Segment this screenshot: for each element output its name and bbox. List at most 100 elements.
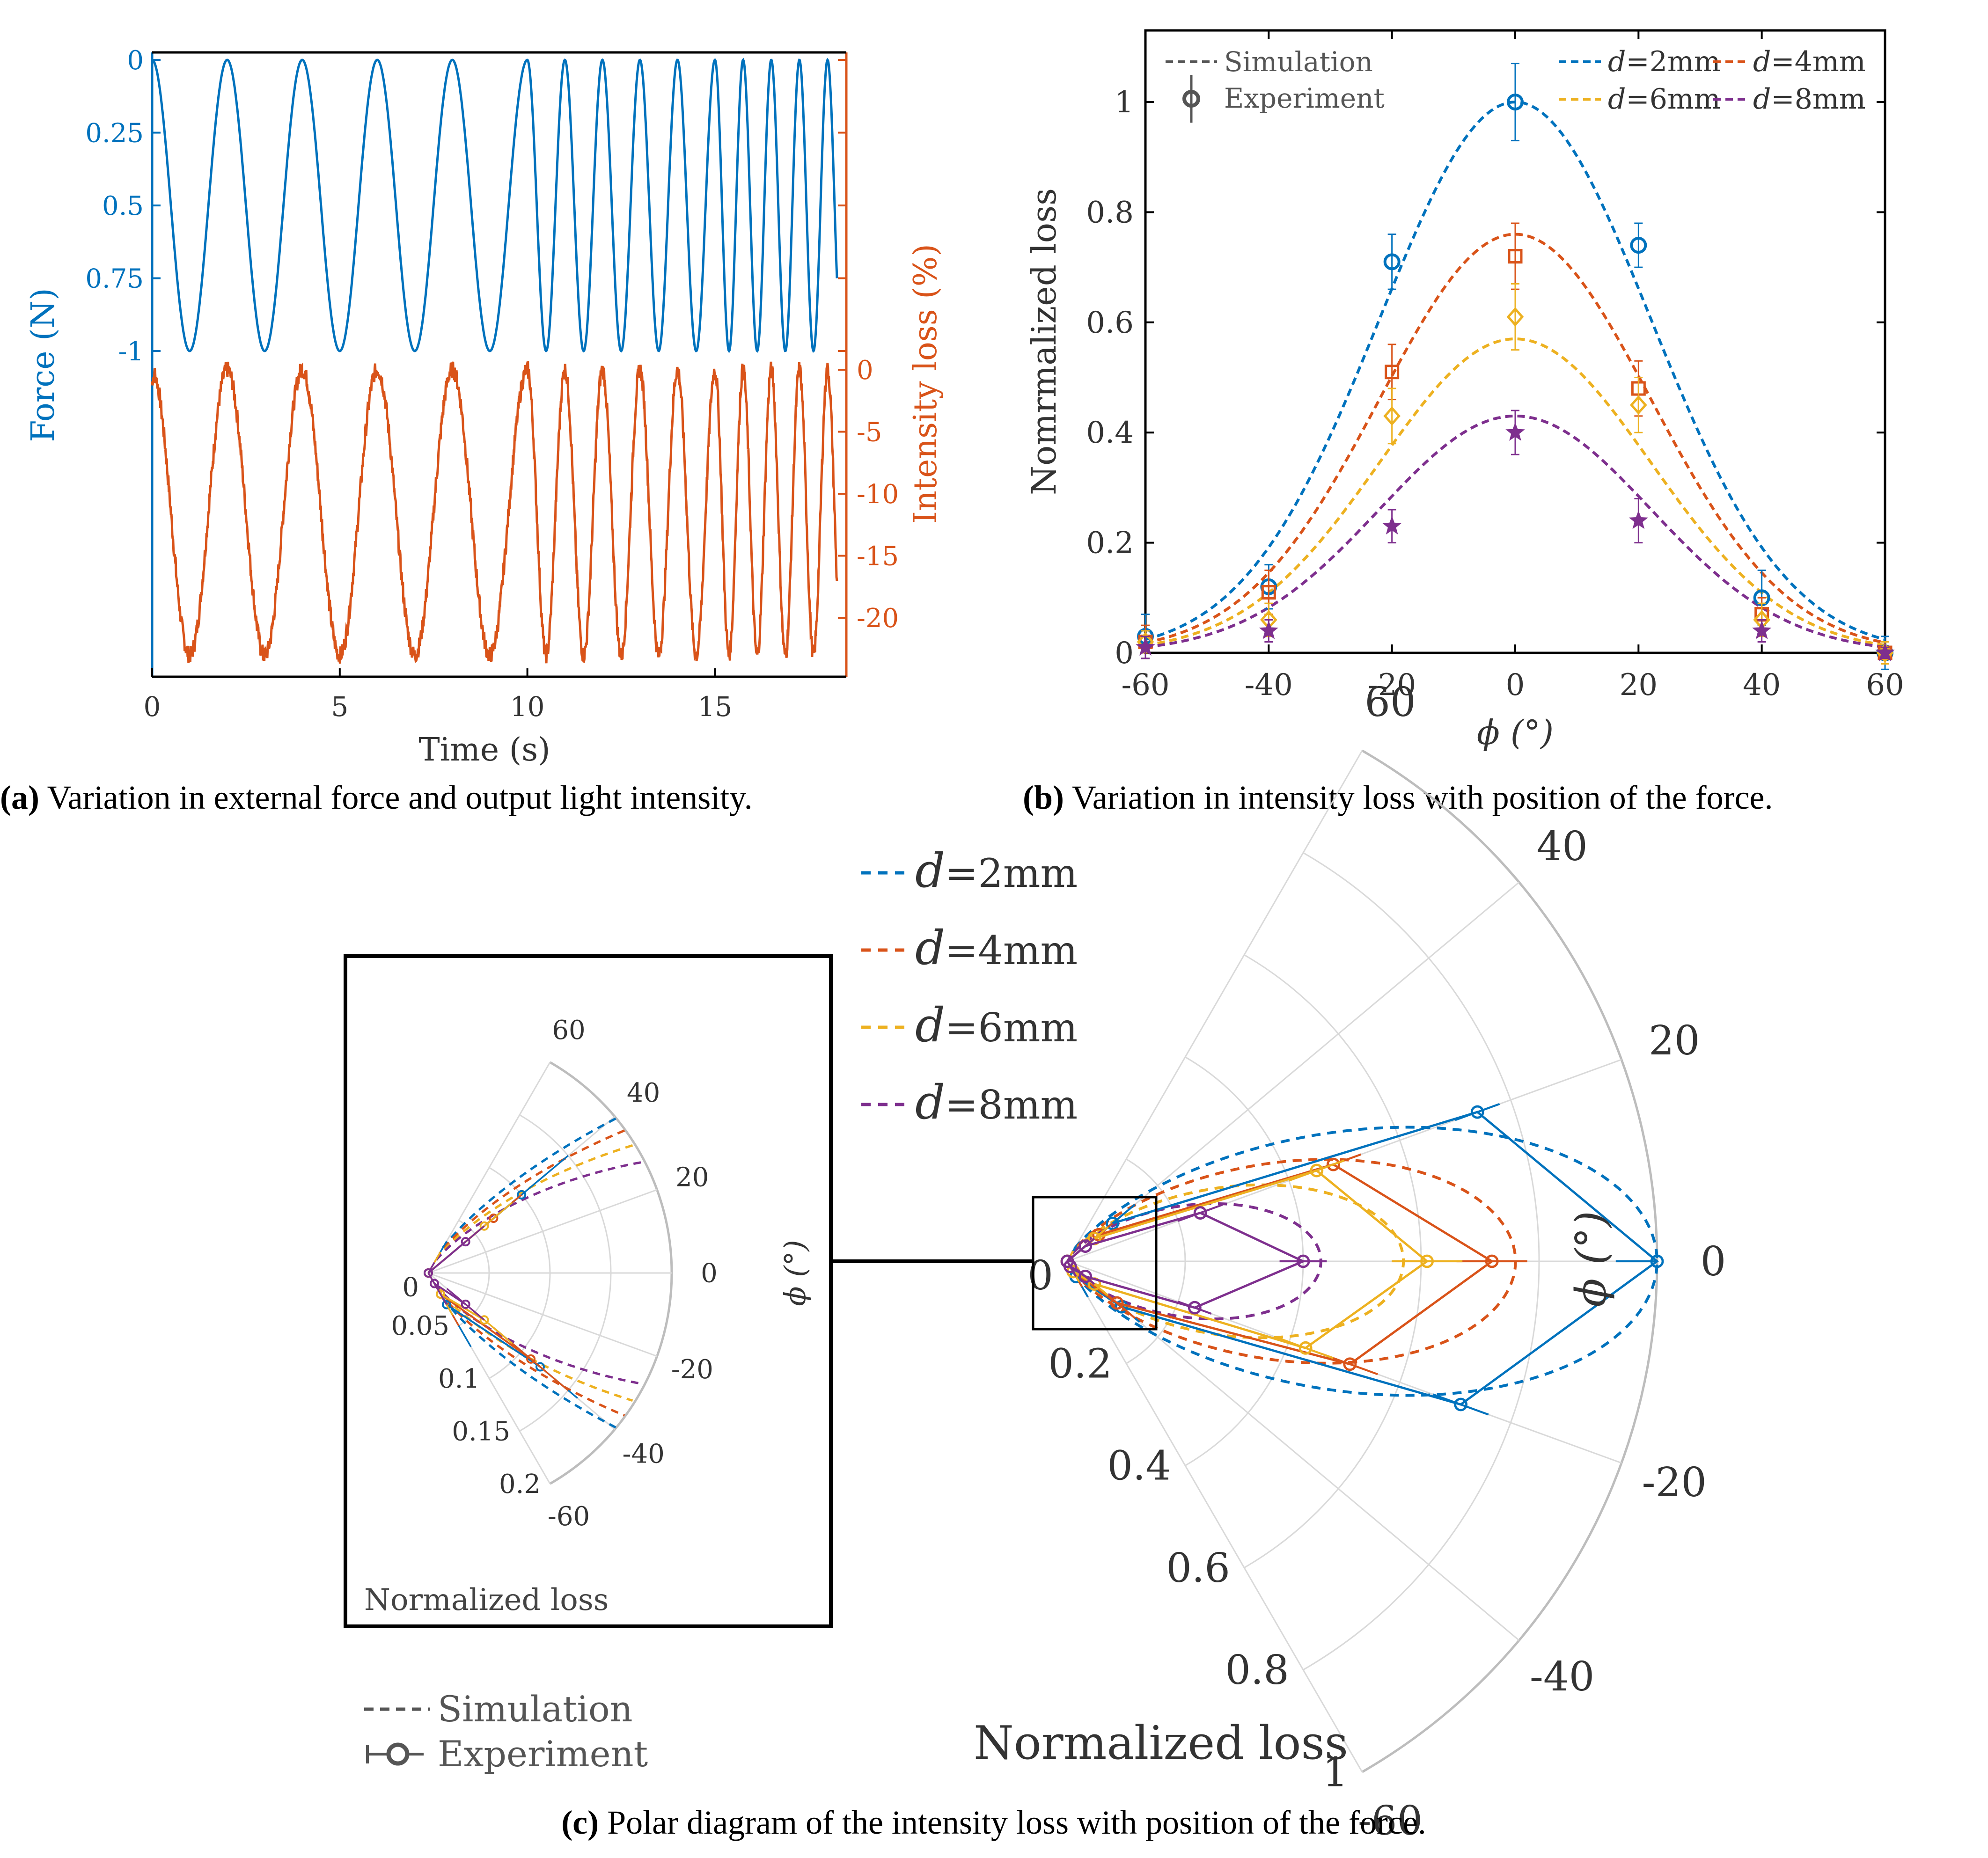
loss-tick-label: 0.8	[1086, 195, 1134, 230]
polar-theta-gridline	[1066, 1261, 1363, 1772]
panel-a-right-ticks: 0 -5 -10 -15 -20	[838, 59, 899, 634]
polar-error-bar	[446, 1225, 485, 1258]
polar-error-bar	[1455, 1103, 1500, 1121]
polar-theta-tick-label: 20	[675, 1162, 709, 1192]
inset-frame	[344, 954, 833, 1628]
experiment-point	[1259, 621, 1279, 639]
polar-theta-gridline	[1067, 1260, 1520, 1641]
panel-a-right-axis-label: Intensity loss (%)	[907, 244, 944, 524]
experiment-point	[1382, 516, 1402, 535]
polar-r-tick-label: 0.4	[1107, 1443, 1171, 1490]
polar-experiment-point	[424, 1268, 433, 1278]
polar-error-bar	[1178, 1204, 1223, 1222]
caption-b: (b) Variation in intensity loss with pos…	[1023, 779, 1773, 816]
polar-theta-tick-label: -40	[1530, 1653, 1595, 1700]
panel-a-x-ticks: 0 5 10 15	[144, 668, 732, 723]
polar-experiment-line	[1066, 1163, 1494, 1366]
legend-experiment-label: Experiment	[1224, 82, 1385, 114]
polar-experiment-point	[526, 1354, 536, 1364]
phi-tick-label: 0	[1506, 668, 1525, 702]
polar-theta-tick-label: -60	[1358, 1798, 1423, 1844]
c-legend-d2-label: d=2mm	[915, 843, 1078, 898]
simulation-curve	[1145, 337, 1885, 647]
force-tick-label: 0.5	[102, 191, 144, 221]
polar-experiment-point	[1188, 1301, 1202, 1315]
polar-inset-grid	[427, 1061, 673, 1485]
legend-d4-label: d=4mm	[1753, 45, 1866, 78]
polar-r-tick-label: 1	[1322, 1749, 1348, 1796]
polar-theta-gridline	[428, 1189, 658, 1274]
polar-r-tick-label: 0.1	[438, 1364, 480, 1394]
loss-tick-label: 0.4	[1086, 416, 1134, 450]
polar-theta-tick-label: -40	[623, 1439, 665, 1469]
c-legend-d6-label: d=6mm	[915, 998, 1078, 1053]
polar-experiment-point	[430, 1279, 439, 1288]
polar-theta-tick-label: 0	[1701, 1238, 1726, 1285]
panel-a-left-axis-label: Force (N)	[25, 288, 62, 442]
polar-error-bar	[1288, 1159, 1345, 1182]
force-tick-label: 0.25	[85, 118, 144, 149]
panel-b-normalized-loss-chart: -60 -40 -20 0 20 40 60 0 0.2 0.4 0.6 0.8 1 Nomrmaliz…	[1024, 29, 1904, 752]
polar-theta-gridline	[427, 1061, 551, 1273]
polar-theta-gridline	[1066, 750, 1363, 1262]
polar-theta-tick-label: 60	[1364, 679, 1416, 726]
panel-b-ticks: -60 -40 -20 0 20 40 60 0 0.2 0.4 0.6 0.8 1	[1086, 30, 1904, 702]
intensity-tick-label: -5	[857, 417, 882, 448]
simulation-curve	[1145, 100, 1885, 641]
experiment-point	[1752, 621, 1772, 639]
experiment-point	[1630, 237, 1647, 254]
intensity-tick-label: 0	[857, 355, 873, 386]
legend-d8-label: d=8mm	[1753, 83, 1866, 116]
polar-main-theta-label: ϕ (°)	[1567, 1211, 1616, 1307]
polar-theta-tick-label: 20	[1649, 1017, 1700, 1064]
polar-error-bar	[427, 1262, 435, 1273]
polar-experiment-point	[1110, 1296, 1124, 1310]
polar-main-curves	[1060, 1103, 1664, 1416]
intensity-tick-label: -15	[857, 541, 899, 572]
intensity-tick-label: -20	[857, 603, 899, 634]
polar-experiment-point	[1298, 1341, 1313, 1355]
time-tick-label: 10	[510, 691, 545, 723]
experiment-point	[1507, 94, 1524, 111]
inset-theta-label: ϕ (°)	[778, 1240, 812, 1306]
legend-d2-label: d=2mm	[1608, 45, 1721, 78]
polar-experiment-point	[436, 1289, 445, 1299]
experiment-point	[1385, 365, 1400, 380]
polar-simulation-curve	[1073, 1126, 1659, 1397]
panel-b-y-axis-label: Nomrmalized loss	[1024, 188, 1064, 495]
force-tick-label: -1	[118, 336, 144, 367]
polar-experiment-point	[1078, 1239, 1093, 1253]
caption-a: (a) Variation in external force and outp…	[0, 779, 753, 816]
loss-tick-label: 0	[1115, 636, 1134, 671]
polar-experiment-point	[1454, 1397, 1468, 1412]
experiment-point	[1629, 395, 1647, 415]
polar-experiment-point	[461, 1299, 470, 1309]
c-legend-experiment-marker	[386, 1742, 410, 1766]
polar-simulation-curve	[433, 1161, 641, 1385]
polar-simulation-curve	[436, 1144, 633, 1402]
loss-tick-label: 0.2	[1086, 526, 1134, 561]
polar-theta-tick-label: -60	[548, 1501, 590, 1532]
experiment-point	[1383, 406, 1401, 426]
polar-error-bar	[1075, 1237, 1095, 1255]
polar-theta-gridline	[428, 1272, 658, 1357]
polar-inset-labels: 60 40 20 0 -20 -40 -60 0 0.05 0.1 0.15 0.2	[391, 1015, 718, 1532]
panel-a-left-ticks: 0 0.25 0.5 0.75 -1	[85, 45, 161, 367]
experiment-point	[1383, 253, 1401, 271]
panel-a-force-intensity-chart: 0 0.25 0.5 0.75 -1 0 -5 -10 -15 -20 0 5 10 15 Force…	[25, 45, 944, 768]
experiment-point	[1136, 637, 1155, 656]
force-series-line	[152, 58, 838, 353]
legend-d6-label: d=6mm	[1608, 83, 1721, 116]
phi-tick-label: -20	[1368, 668, 1416, 702]
panel-b-legend: Simulation Experiment d=2mm d=4mm d=6mm …	[1166, 45, 1866, 123]
panel-a-x-axis-label: Time (s)	[418, 731, 550, 768]
polar-theta-tick-label: -20	[671, 1354, 713, 1385]
c-legend-d8-label: d=8mm	[915, 1075, 1078, 1130]
polar-experiment-point	[1193, 1206, 1207, 1220]
phi-tick-label: 20	[1620, 668, 1658, 702]
polar-r-tick-label: 0.15	[452, 1416, 510, 1447]
polar-experiment-point	[1310, 1163, 1324, 1178]
loss-tick-label: 1	[1115, 85, 1134, 120]
polar-theta-tick-label: 0	[701, 1258, 718, 1289]
